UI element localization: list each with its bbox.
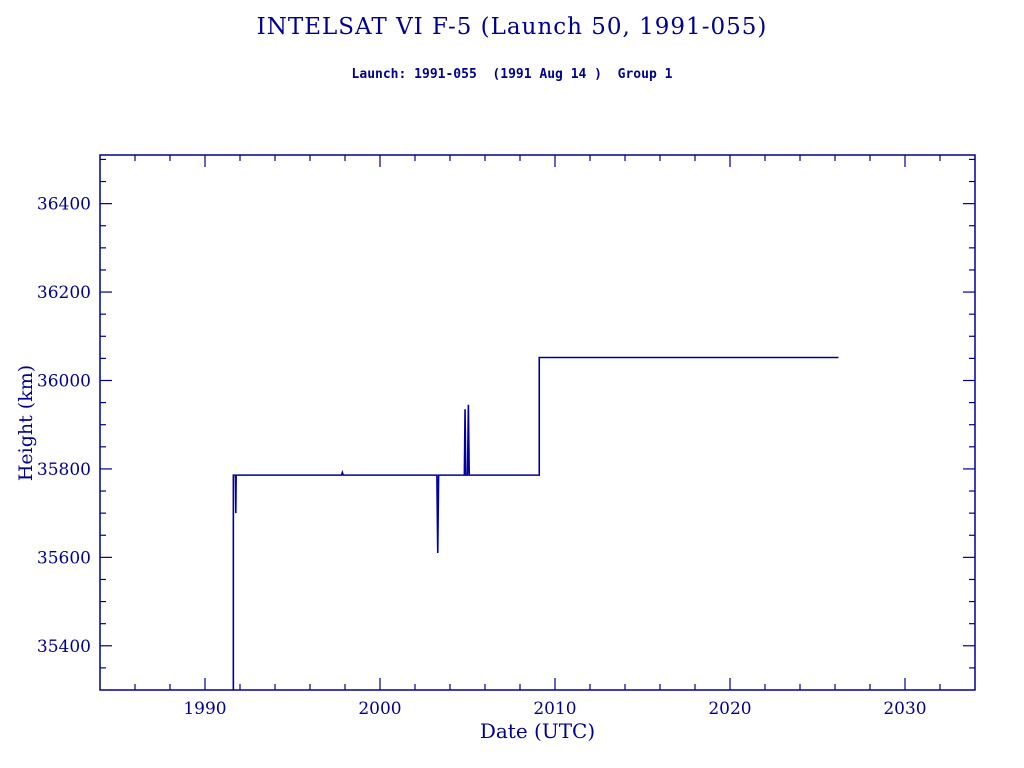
x-tick-label: 2020 bbox=[708, 699, 751, 719]
y-tick-label: 35400 bbox=[37, 637, 91, 657]
x-tick-label: 1990 bbox=[183, 699, 226, 719]
x-tick-label: 2030 bbox=[883, 699, 926, 719]
x-tick-label: 2010 bbox=[533, 699, 576, 719]
data-line-height-km bbox=[232, 356, 839, 690]
y-tick-label: 36400 bbox=[37, 195, 91, 215]
y-tick-label: 36000 bbox=[37, 371, 91, 391]
y-tick-label: 35600 bbox=[37, 548, 91, 568]
chart-subtitle: Launch: 1991-055 (1991 Aug 14 ) Group 1 bbox=[351, 67, 673, 82]
axis-box bbox=[99, 154, 976, 691]
y-tick-label: 36200 bbox=[37, 283, 91, 303]
x-tick-label: 2000 bbox=[358, 699, 401, 719]
chart-title: INTELSAT VI F-5 (Launch 50, 1991-055) bbox=[256, 14, 768, 40]
x-axis-label: Date (UTC) bbox=[479, 719, 596, 743]
y-tick-label: 35800 bbox=[37, 460, 91, 480]
